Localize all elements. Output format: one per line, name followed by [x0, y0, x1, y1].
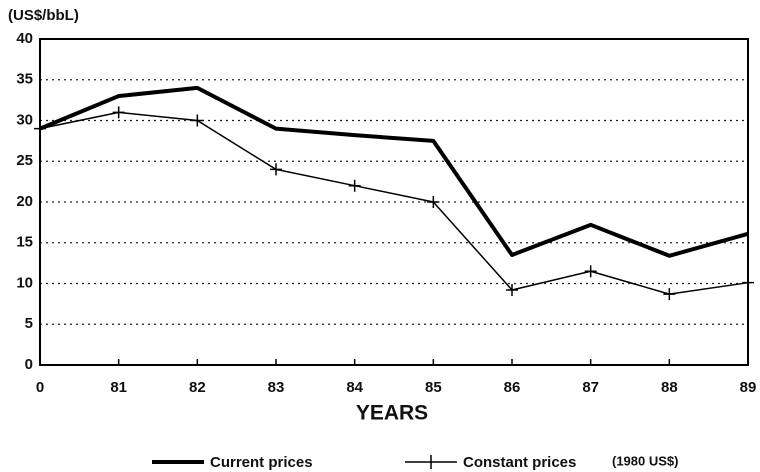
- note: (1980 US$): [612, 453, 678, 468]
- x-tick-label: 81: [110, 379, 127, 396]
- y-tick-label: 5: [25, 315, 33, 332]
- y-tick-label: 10: [16, 274, 33, 291]
- point-marker: [112, 106, 125, 119]
- legend-label: Current prices: [210, 454, 313, 471]
- x-tick-label: 88: [661, 379, 678, 396]
- y-axis-label: (US$/bbL): [8, 7, 79, 24]
- x-tick-label: 85: [425, 379, 442, 396]
- x-tick-label: 82: [189, 379, 206, 396]
- point-marker: [584, 265, 597, 278]
- y-tick-label: 30: [16, 111, 33, 128]
- x-tick-label: 83: [268, 379, 285, 396]
- y-tick-label: 15: [16, 234, 33, 251]
- point-marker: [34, 122, 46, 135]
- y-tick-label: 0: [25, 356, 33, 373]
- y-tick-label: 40: [16, 30, 33, 47]
- series-line: [39, 85, 749, 258]
- point-marker: [506, 284, 518, 297]
- point-marker: [348, 179, 361, 192]
- x-tick-label: 0: [36, 379, 44, 396]
- series-line: [39, 111, 749, 295]
- legend-label: Constant prices: [463, 454, 576, 471]
- x-tick-label: 84: [346, 379, 363, 396]
- x-axis-label: YEARS: [356, 402, 428, 425]
- point-marker: [191, 114, 204, 127]
- y-tick-label: 35: [16, 71, 33, 88]
- point-marker: [270, 163, 282, 176]
- y-tick-label: 25: [16, 152, 33, 169]
- x-tick-label: 87: [582, 379, 599, 396]
- y-tick-label: 20: [16, 193, 33, 210]
- x-tick-label: 86: [504, 379, 521, 396]
- plot-frame: [39, 38, 749, 366]
- point-marker: [663, 288, 676, 301]
- point-marker: [742, 276, 754, 289]
- x-tick-label: 89: [740, 379, 757, 396]
- point-marker: [427, 196, 440, 208]
